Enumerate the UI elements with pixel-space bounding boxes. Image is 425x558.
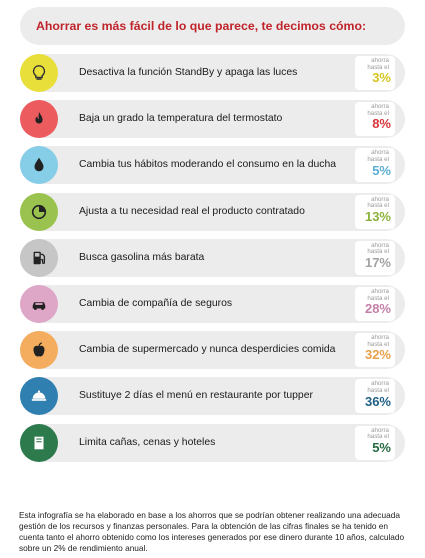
saving-item: Sustituye 2 días el menú en restaurante … — [20, 377, 405, 416]
saving-item: Limita cañas, cenas y hoteles ahorra hast… — [20, 423, 405, 462]
saving-percent-badge: ahorra hasta el 36% — [355, 379, 395, 414]
saving-percent-badge: ahorra hasta el 32% — [355, 333, 395, 368]
saving-item-label: Baja un grado la temperatura del termost… — [79, 113, 283, 125]
saving-percent: 13% — [364, 208, 391, 224]
saving-item-label: Busca gasolina más barata — [79, 251, 205, 263]
flame-icon — [20, 100, 58, 139]
saving-percent-badge: ahorra hasta el 13% — [355, 194, 395, 229]
saving-percent: 17% — [364, 254, 391, 270]
saving-percent: 5% — [372, 439, 391, 455]
saving-item: Desactiva la función StandBy y apaga las… — [20, 54, 405, 92]
saving-percent-badge: ahorra hasta el 28% — [355, 287, 395, 321]
saving-item: Cambia de compañía de seguros ahorra hast… — [20, 285, 405, 323]
saving-item: Cambia de supermercado y nunca desperdic… — [20, 331, 405, 370]
pie-chart-icon — [20, 192, 58, 231]
saving-percent: 28% — [364, 301, 391, 317]
badge-caption: ahorra hasta el — [367, 57, 389, 71]
saving-percent: 8% — [372, 116, 391, 132]
badge-caption: ahorra hasta el — [367, 103, 389, 117]
saving-item-label: Desactiva la función StandBy y apaga las… — [79, 67, 298, 78]
badge-caption: ahorra hasta el — [367, 288, 389, 302]
saving-item: Cambia tus hábitos moderando el consumo … — [20, 146, 405, 185]
badge-caption: ahorra hasta el — [367, 241, 389, 256]
apple-icon — [20, 331, 58, 370]
car-icon — [20, 285, 58, 323]
saving-item-label: Cambia de compañía de seguros — [79, 298, 233, 309]
saving-item-label: Sustituye 2 días el menú en restaurante … — [79, 390, 313, 402]
saving-item: Busca gasolina más barata ahorra hasta el… — [20, 238, 405, 277]
lightbulb-icon — [20, 54, 58, 92]
saving-percent-badge: ahorra hasta el 5% — [355, 148, 395, 183]
food-tray-icon — [20, 377, 58, 416]
saving-percent: 5% — [372, 162, 391, 178]
saving-percent: 36% — [364, 393, 391, 409]
saving-item: Baja un grado la temperatura del termost… — [20, 100, 405, 139]
saving-percent-badge: ahorra hasta el 5% — [355, 425, 395, 460]
saving-percent-badge: ahorra hasta el 17% — [355, 240, 395, 275]
book-icon — [20, 423, 58, 462]
page-title: Ahorrar es más fácil de lo que parece, t… — [36, 19, 367, 33]
footer-note: Esta infografía se ha elaborado en base … — [19, 510, 405, 553]
saving-percent: 32% — [364, 347, 391, 363]
saving-item-label: Cambia tus hábitos moderando el consumo … — [79, 159, 337, 171]
saving-item-label: Cambia de supermercado y nunca desperdic… — [79, 344, 336, 356]
water-drop-icon — [20, 146, 58, 185]
saving-percent: 3% — [372, 70, 391, 86]
title-banner: Ahorrar es más fácil de lo que parece, t… — [20, 7, 405, 45]
fuel-pump-icon — [20, 238, 58, 277]
saving-item: Ajusta a tu necesidad real el producto c… — [20, 192, 405, 231]
badge-caption: ahorra hasta el — [367, 426, 389, 441]
saving-item-label: Ajusta a tu necesidad real el producto c… — [79, 205, 305, 217]
badge-caption: ahorra hasta el — [367, 334, 389, 348]
badge-caption: ahorra hasta el — [367, 380, 389, 394]
badge-caption: ahorra hasta el — [367, 195, 389, 210]
saving-item-label: Limita cañas, cenas y hoteles — [79, 436, 216, 448]
saving-percent-badge: ahorra hasta el 8% — [355, 102, 395, 137]
badge-caption: ahorra hasta el — [367, 149, 389, 163]
saving-percent-badge: ahorra hasta el 3% — [355, 56, 395, 90]
